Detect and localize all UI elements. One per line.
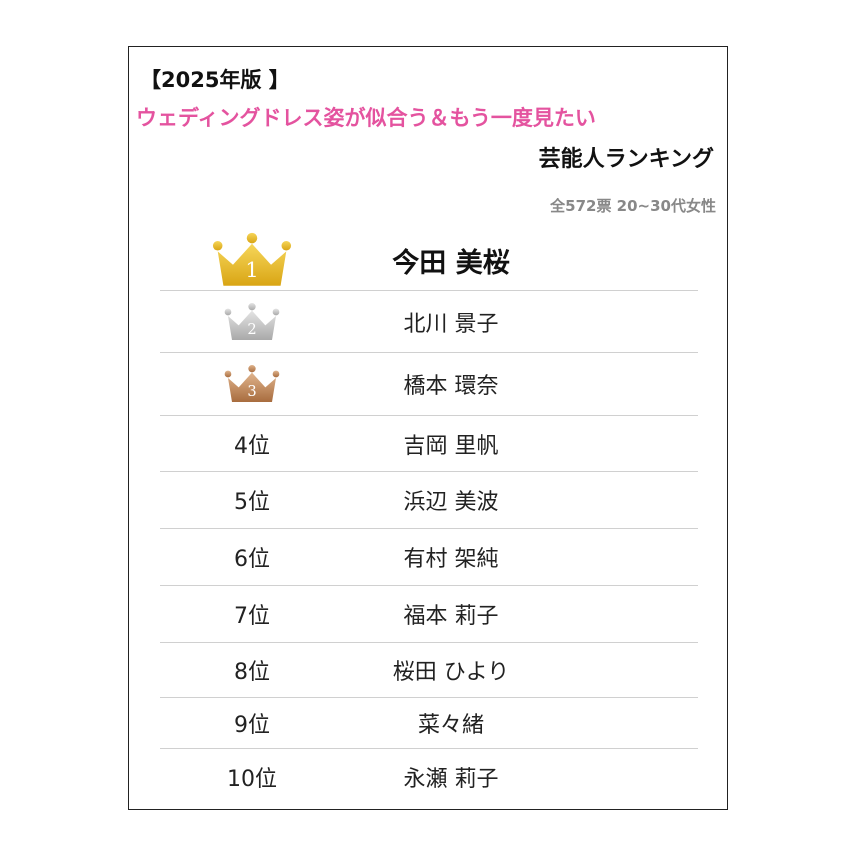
name: 永瀬 莉子 [403, 766, 499, 792]
name: 今田 美桜 [392, 247, 510, 279]
name: 吉岡 里帆 [403, 433, 499, 459]
subtitle: 芸能人ランキング [538, 147, 714, 172]
title: ウェディングドレス姿が似合う＆もう一度見たい [136, 106, 596, 130]
crown-number: 1 [245, 258, 258, 282]
ranking-row: 9位 菜々緒 [160, 698, 698, 749]
name: 桜田 ひより [392, 660, 510, 685]
rank: 10位 [227, 766, 277, 792]
ranking-row: 4位 吉岡 里帆 [160, 416, 698, 472]
rank: 9位 [234, 713, 270, 738]
name: 北川 景子 [403, 311, 499, 337]
year-label: 【2025年版 】 [140, 68, 290, 92]
crown-number: 3 [247, 383, 256, 400]
rank: 6位 [234, 547, 270, 572]
rank: 4位 [234, 433, 270, 459]
name: 有村 架純 [403, 547, 499, 572]
crown: 2 [224, 302, 280, 340]
ranking-row: 10位 永瀬 莉子 [160, 749, 698, 804]
frame [128, 46, 728, 810]
rank: 2 [212, 291, 292, 352]
ranking-row: 6位 有村 架純 [160, 529, 698, 586]
rank: 1 [212, 230, 292, 290]
ranking-row: 7位 福本 莉子 [160, 586, 698, 643]
ranking-row: 1 今田 美桜 [160, 230, 698, 291]
crown-number: 2 [247, 321, 256, 338]
ranking-row: 3 橋本 環奈 [160, 353, 698, 416]
name: 菜々緒 [417, 713, 484, 738]
ranking-row: 5位 浜辺 美波 [160, 472, 698, 529]
ranking-row: 8位 桜田 ひより [160, 643, 698, 698]
rank: 5位 [234, 490, 270, 515]
rank: 8位 [234, 660, 270, 685]
name: 浜辺 美波 [403, 490, 499, 515]
rank: 3 [212, 353, 292, 415]
crown: 3 [224, 365, 280, 402]
name: 橋本 環奈 [403, 374, 499, 399]
ranking-row: 2 北川 景子 [160, 291, 698, 353]
name: 福本 莉子 [403, 604, 499, 629]
rank: 7位 [234, 604, 270, 629]
note: 全572票 20~30代女性 [550, 197, 716, 215]
crown: 1 [212, 232, 292, 286]
